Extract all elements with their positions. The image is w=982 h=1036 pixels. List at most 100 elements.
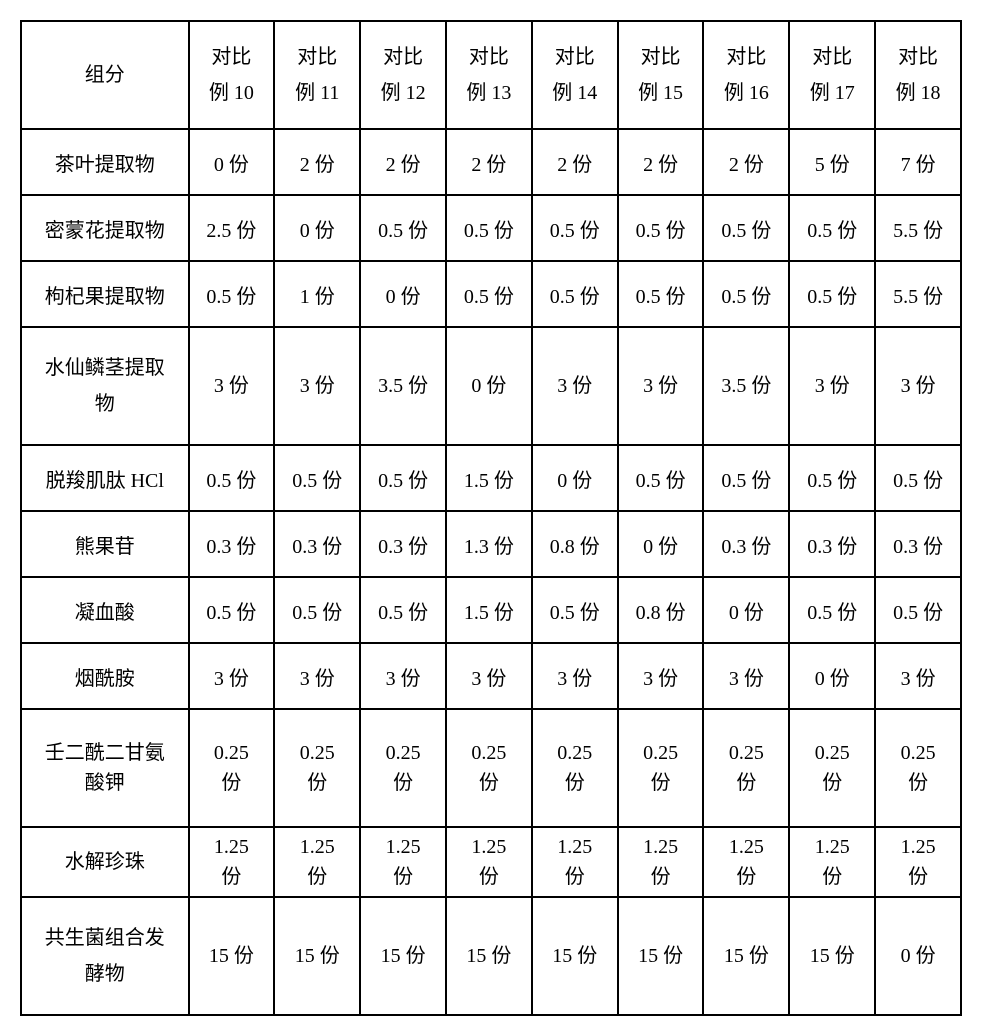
table-row: 密蒙花提取物2.5 份0 份0.5 份0.5 份0.5 份0.5 份0.5 份0… xyxy=(21,195,961,261)
data-cell: 0.5 份 xyxy=(532,195,618,261)
data-cell: 5 份 xyxy=(789,129,875,195)
data-cell: 0.5 份 xyxy=(703,195,789,261)
data-cell: 3 份 xyxy=(875,327,961,445)
header-column-cell: 对比例 12 xyxy=(360,21,446,129)
data-cell: 0 份 xyxy=(532,445,618,511)
row-label-cell: 共生菌组合发酵物 xyxy=(21,897,189,1015)
table-row: 壬二酰二甘氨酸钾0.25份0.25份0.25份0.25份0.25份0.25份0.… xyxy=(21,709,961,827)
header-column-cell: 对比例 15 xyxy=(618,21,704,129)
data-cell: 3 份 xyxy=(189,643,275,709)
data-cell: 0.25份 xyxy=(789,709,875,827)
data-cell: 0.5 份 xyxy=(360,445,446,511)
table-body: 组分对比例 10对比例 11对比例 12对比例 13对比例 14对比例 15对比… xyxy=(21,21,961,1015)
header-column-cell: 对比例 11 xyxy=(274,21,360,129)
data-cell: 1.25份 xyxy=(446,827,532,897)
data-cell: 0.5 份 xyxy=(274,445,360,511)
data-cell: 0.5 份 xyxy=(703,445,789,511)
data-cell: 0.25份 xyxy=(703,709,789,827)
data-cell: 1.25份 xyxy=(189,827,275,897)
data-cell: 0 份 xyxy=(274,195,360,261)
data-cell: 1.3 份 xyxy=(446,511,532,577)
header-column-cell: 对比例 17 xyxy=(789,21,875,129)
data-cell: 0.5 份 xyxy=(703,261,789,327)
data-cell: 1.25份 xyxy=(360,827,446,897)
row-label-cell: 水解珍珠 xyxy=(21,827,189,897)
data-cell: 2 份 xyxy=(274,129,360,195)
data-cell: 0 份 xyxy=(360,261,446,327)
row-label-cell: 熊果苷 xyxy=(21,511,189,577)
data-cell: 0.5 份 xyxy=(618,445,704,511)
data-cell: 0.5 份 xyxy=(875,577,961,643)
data-cell: 0.5 份 xyxy=(189,577,275,643)
data-cell: 0.25份 xyxy=(274,709,360,827)
header-column-cell: 对比例 16 xyxy=(703,21,789,129)
data-cell: 0.3 份 xyxy=(274,511,360,577)
data-cell: 0.25份 xyxy=(446,709,532,827)
data-cell: 0.3 份 xyxy=(360,511,446,577)
data-cell: 1.25份 xyxy=(274,827,360,897)
header-column-cell: 对比例 10 xyxy=(189,21,275,129)
data-cell: 0.5 份 xyxy=(189,445,275,511)
data-cell: 3 份 xyxy=(360,643,446,709)
data-cell: 0.3 份 xyxy=(789,511,875,577)
row-label-cell: 枸杞果提取物 xyxy=(21,261,189,327)
data-cell: 0.5 份 xyxy=(789,261,875,327)
data-cell: 0.5 份 xyxy=(446,195,532,261)
table-row: 脱羧肌肽 HCl0.5 份0.5 份0.5 份1.5 份0 份0.5 份0.5 … xyxy=(21,445,961,511)
data-cell: 1.25份 xyxy=(618,827,704,897)
header-column-cell: 对比例 14 xyxy=(532,21,618,129)
data-cell: 0.25份 xyxy=(189,709,275,827)
data-cell: 1.5 份 xyxy=(446,445,532,511)
data-cell: 3 份 xyxy=(618,643,704,709)
data-cell: 1.25份 xyxy=(532,827,618,897)
data-cell: 2 份 xyxy=(703,129,789,195)
data-cell: 1 份 xyxy=(274,261,360,327)
table-row: 凝血酸0.5 份0.5 份0.5 份1.5 份0.5 份0.8 份0 份0.5 … xyxy=(21,577,961,643)
row-label-cell: 密蒙花提取物 xyxy=(21,195,189,261)
data-cell: 15 份 xyxy=(618,897,704,1015)
data-cell: 2 份 xyxy=(446,129,532,195)
data-cell: 0.25份 xyxy=(532,709,618,827)
data-cell: 3 份 xyxy=(189,327,275,445)
data-cell: 15 份 xyxy=(274,897,360,1015)
data-cell: 1.5 份 xyxy=(446,577,532,643)
table-row: 熊果苷0.3 份0.3 份0.3 份1.3 份0.8 份0 份0.3 份0.3 … xyxy=(21,511,961,577)
data-cell: 0 份 xyxy=(789,643,875,709)
table-row: 水仙鳞茎提取物3 份3 份3.5 份0 份3 份3 份3.5 份3 份3 份 xyxy=(21,327,961,445)
data-cell: 0.5 份 xyxy=(618,261,704,327)
data-cell: 2 份 xyxy=(618,129,704,195)
composition-table: 组分对比例 10对比例 11对比例 12对比例 13对比例 14对比例 15对比… xyxy=(20,20,962,1016)
table-row: 茶叶提取物0 份2 份2 份2 份2 份2 份2 份5 份7 份 xyxy=(21,129,961,195)
row-label-cell: 壬二酰二甘氨酸钾 xyxy=(21,709,189,827)
data-cell: 0 份 xyxy=(703,577,789,643)
data-cell: 2 份 xyxy=(532,129,618,195)
data-cell: 0.3 份 xyxy=(703,511,789,577)
data-cell: 0.5 份 xyxy=(875,445,961,511)
header-label-cell: 组分 xyxy=(21,21,189,129)
data-cell: 0 份 xyxy=(875,897,961,1015)
data-cell: 0 份 xyxy=(446,327,532,445)
data-cell: 0.5 份 xyxy=(360,195,446,261)
data-cell: 0.5 份 xyxy=(532,577,618,643)
data-cell: 0.5 份 xyxy=(789,577,875,643)
data-cell: 3 份 xyxy=(274,327,360,445)
data-cell: 15 份 xyxy=(703,897,789,1015)
data-cell: 0.5 份 xyxy=(789,445,875,511)
data-cell: 3.5 份 xyxy=(360,327,446,445)
data-cell: 1.25份 xyxy=(703,827,789,897)
data-cell: 15 份 xyxy=(189,897,275,1015)
data-cell: 0.25份 xyxy=(360,709,446,827)
row-label-cell: 茶叶提取物 xyxy=(21,129,189,195)
data-cell: 0 份 xyxy=(618,511,704,577)
header-column-cell: 对比例 13 xyxy=(446,21,532,129)
data-cell: 0.25份 xyxy=(875,709,961,827)
data-cell: 15 份 xyxy=(532,897,618,1015)
data-cell: 3 份 xyxy=(532,643,618,709)
data-cell: 0.5 份 xyxy=(360,577,446,643)
data-cell: 0.5 份 xyxy=(789,195,875,261)
data-cell: 0.5 份 xyxy=(618,195,704,261)
table-row: 烟酰胺3 份3 份3 份3 份3 份3 份3 份0 份3 份 xyxy=(21,643,961,709)
data-cell: 15 份 xyxy=(446,897,532,1015)
data-cell: 15 份 xyxy=(360,897,446,1015)
data-cell: 15 份 xyxy=(789,897,875,1015)
